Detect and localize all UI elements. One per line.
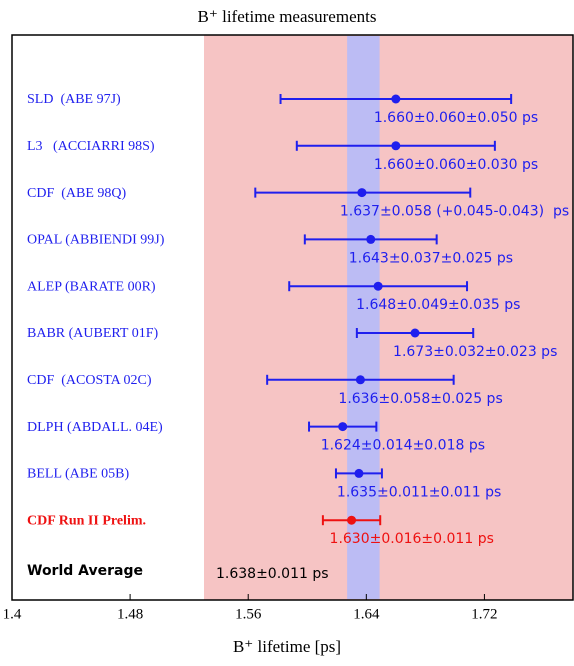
world-average-band [347, 36, 380, 599]
value-label: 1.630±0.016±0.011 ps [330, 531, 494, 547]
point [338, 422, 348, 432]
value-label: 1.660±0.060±0.050 ps [374, 110, 538, 126]
value-label: 1.673±0.032±0.023 ps [393, 344, 557, 360]
x-tick-label: 1.72 [471, 606, 497, 622]
world-average-label: World Average [27, 563, 143, 579]
x-tick-label: 1.48 [117, 606, 143, 622]
plot-area [204, 35, 573, 600]
point [373, 281, 383, 291]
point [355, 375, 365, 385]
measurement-label: BABR (AUBERT 01F) [27, 326, 158, 341]
x-axis-label: B⁺ lifetime [ps] [233, 637, 341, 656]
point [354, 468, 364, 478]
frame [11, 34, 574, 601]
point [347, 515, 357, 525]
point [391, 141, 401, 151]
point [357, 188, 367, 198]
value-label: 1.643±0.037±0.025 ps [349, 250, 513, 266]
chart-title: B⁺ lifetime measurements [198, 7, 377, 26]
measurement-label: SLD (ABE 97J) [27, 92, 121, 107]
measurement-label: BELL (ABE 05B) [27, 467, 129, 482]
point [410, 328, 420, 338]
x-tick-label: 1.4 [3, 606, 22, 622]
measurement-label: OPAL (ABBIENDI 99J) [27, 233, 165, 248]
measurement-label: DLPH (ABDALL. 04E) [27, 420, 163, 435]
point [391, 94, 401, 104]
measurement-label: CDF Run II Prelim. [27, 513, 146, 528]
value-label: 1.636±0.058±0.025 ps [338, 391, 502, 407]
value-label: 1.648±0.049±0.035 ps [356, 297, 520, 313]
world-average-value: 1.638±0.011 ps [216, 566, 329, 582]
x-tick-label: 1.64 [353, 606, 380, 622]
value-label: 1.624±0.014±0.018 ps [321, 438, 485, 454]
measurement-label: ALEP (BARATE 00R) [27, 279, 156, 294]
x-tick-label: 1.56 [235, 606, 262, 622]
value-label: 1.635±0.011±0.011 ps [337, 484, 501, 500]
value-label: 1.637±0.058 (+0.045-0.043) ps [340, 204, 569, 220]
point [366, 234, 376, 244]
measurement-label: CDF (ACOSTA 02C) [27, 373, 152, 388]
measurement-label: L3 (ACCIARRI 98S) [27, 139, 155, 154]
measurement-label: CDF (ABE 98Q) [27, 186, 127, 201]
value-label: 1.660±0.060±0.030 ps [374, 157, 538, 173]
